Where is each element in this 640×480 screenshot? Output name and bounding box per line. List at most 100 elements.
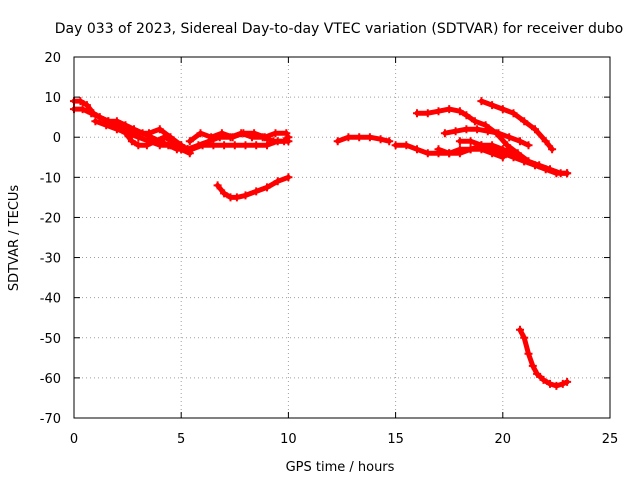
data-point <box>524 141 533 150</box>
x-tick-label: 0 <box>70 432 78 447</box>
data-point <box>440 129 449 138</box>
data-point <box>271 129 280 138</box>
data-point <box>552 169 561 178</box>
data-point <box>445 149 454 158</box>
data-point <box>155 125 164 134</box>
data-point <box>209 141 218 150</box>
data-point <box>455 107 464 116</box>
data-point <box>355 133 364 142</box>
data-point <box>273 137 282 146</box>
x-tick-label: 15 <box>387 432 404 447</box>
data-point <box>155 141 164 150</box>
data-point <box>533 369 542 378</box>
data-point <box>213 181 222 190</box>
data-point <box>455 149 464 158</box>
data-point <box>76 97 85 106</box>
data-point <box>434 145 443 154</box>
data-point <box>541 137 550 146</box>
data-point <box>232 193 241 202</box>
data-point <box>509 109 518 118</box>
data-point <box>413 145 421 154</box>
x-tick-label: 25 <box>602 432 619 447</box>
data-point <box>528 361 537 370</box>
x-tick-label: 5 <box>177 432 185 447</box>
x-axis-label: GPS time / hours <box>286 460 395 475</box>
data-point <box>241 191 250 200</box>
data-point <box>520 117 529 126</box>
data-point <box>252 187 261 196</box>
data-point <box>494 129 503 138</box>
data-point <box>127 137 136 146</box>
data-point <box>451 127 460 136</box>
data-point <box>498 149 507 158</box>
data-point <box>228 133 237 142</box>
data-point <box>455 137 464 146</box>
data-point <box>498 105 507 114</box>
data-point <box>166 141 175 150</box>
data-point <box>385 137 394 146</box>
data-point <box>282 129 291 138</box>
y-tick-label: -60 <box>40 372 61 387</box>
y-tick-label: -10 <box>40 171 61 186</box>
data-point <box>546 379 554 388</box>
data-point <box>166 133 175 142</box>
data-point <box>524 349 533 358</box>
y-axis-label: SDTVAR / TECUs <box>7 185 22 292</box>
data-point <box>123 125 132 134</box>
data-point <box>220 189 229 198</box>
data-point <box>95 113 104 122</box>
data-point <box>273 177 282 186</box>
data-point <box>509 153 518 162</box>
data-point <box>488 101 497 110</box>
data-point <box>516 137 524 146</box>
data-point <box>239 129 248 138</box>
data-series <box>70 97 572 390</box>
data-point <box>563 169 572 178</box>
data-point <box>250 129 259 138</box>
chart-title: Day 033 of 2023, Sidereal Day-to-day VTE… <box>55 21 623 37</box>
data-point <box>145 137 153 146</box>
data-point <box>344 133 353 142</box>
y-tick-label: -40 <box>40 292 61 307</box>
x-tick-label: 10 <box>280 432 297 447</box>
data-point <box>263 183 271 192</box>
data-point <box>185 137 194 146</box>
data-point <box>563 377 572 386</box>
data-point <box>187 145 196 154</box>
data-point <box>217 129 226 138</box>
data-point <box>520 333 529 342</box>
data-point <box>91 117 100 126</box>
data-point <box>376 135 385 144</box>
data-point <box>462 111 471 120</box>
data-point <box>87 109 96 118</box>
data-point <box>516 325 524 334</box>
data-point <box>552 381 561 390</box>
data-point <box>505 133 514 142</box>
data-point <box>102 121 111 130</box>
y-tick-label: -50 <box>40 332 61 347</box>
data-point <box>531 161 539 170</box>
data-point <box>402 141 411 150</box>
plot-frame <box>73 56 611 419</box>
data-point <box>196 129 205 138</box>
data-point <box>503 141 512 150</box>
data-point <box>78 105 87 114</box>
data-point <box>473 125 482 134</box>
data-point <box>263 141 271 150</box>
data-point <box>284 137 293 146</box>
data-point <box>548 145 557 154</box>
data-point <box>539 375 548 384</box>
data-point <box>241 141 250 150</box>
y-tick-label: 0 <box>53 131 61 146</box>
axis-ticks: 20 10 0 -10 -20 -30 -40 -50 -60 -70 0 5 10 15 20 25 <box>40 51 619 447</box>
data-point <box>207 133 216 142</box>
data-point <box>134 141 143 150</box>
data-point <box>82 101 91 110</box>
data-point <box>423 149 432 158</box>
series-arc-6 <box>189 138 291 152</box>
data-point <box>483 127 492 136</box>
data-point <box>423 109 432 118</box>
data-point <box>488 145 497 154</box>
data-point <box>470 117 479 126</box>
